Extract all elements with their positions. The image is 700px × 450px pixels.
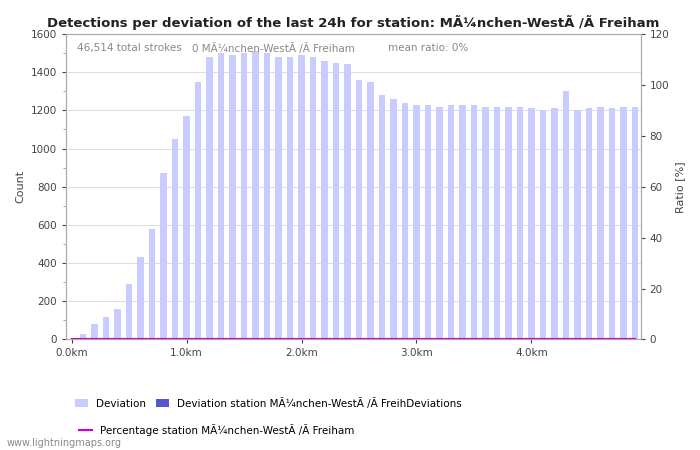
Bar <box>482 107 489 339</box>
Bar <box>195 82 201 339</box>
Bar <box>183 116 190 339</box>
Bar <box>230 55 236 339</box>
Bar <box>586 108 592 339</box>
Bar <box>149 229 155 339</box>
Bar <box>425 104 431 339</box>
Text: mean ratio: 0%: mean ratio: 0% <box>388 43 468 53</box>
Title: Detections per deviation of the last 24h for station: MÃ¼nchen-WestÃ /Ã Freiham: Detections per deviation of the last 24h… <box>47 15 659 30</box>
Text: www.lightningmaps.org: www.lightningmaps.org <box>7 438 122 448</box>
Bar <box>540 110 546 339</box>
Text: 46,514 total strokes: 46,514 total strokes <box>77 43 182 53</box>
Bar <box>160 173 167 339</box>
Text: 0 MÃ¼nchen-WestÃ /Ã Freiham: 0 MÃ¼nchen-WestÃ /Ã Freiham <box>193 43 355 54</box>
Legend: Percentage station MÃ¼nchen-WestÃ /Ã Freiham: Percentage station MÃ¼nchen-WestÃ /Ã Fre… <box>75 420 358 440</box>
Bar <box>436 107 442 339</box>
Bar <box>494 107 500 339</box>
Bar <box>597 107 603 339</box>
Bar <box>391 99 397 339</box>
Bar <box>563 91 569 339</box>
Bar <box>517 107 523 339</box>
Bar <box>620 107 626 339</box>
Bar <box>69 338 75 339</box>
Bar <box>172 139 178 339</box>
Bar <box>609 108 615 339</box>
Bar <box>552 108 558 339</box>
Bar <box>287 57 293 339</box>
Bar <box>368 82 374 339</box>
Bar <box>505 107 512 339</box>
Bar <box>275 57 281 339</box>
Bar <box>379 95 385 339</box>
Bar <box>80 334 86 339</box>
Bar <box>356 80 362 339</box>
Bar <box>574 110 580 339</box>
Bar <box>103 316 109 339</box>
Bar <box>310 57 316 339</box>
Bar <box>218 53 224 339</box>
Bar <box>137 257 144 339</box>
Legend: Deviation, Deviation station MÃ¼nchen-WestÃ /Ã FreihDeviations: Deviation, Deviation station MÃ¼nchen-We… <box>75 398 462 409</box>
Bar <box>298 55 304 339</box>
Bar <box>471 104 477 339</box>
Bar <box>126 284 132 339</box>
Bar <box>448 104 454 339</box>
Bar <box>264 53 270 339</box>
Bar <box>92 324 98 339</box>
Bar <box>241 53 247 339</box>
Bar <box>206 57 213 339</box>
Y-axis label: Ratio [%]: Ratio [%] <box>675 161 685 212</box>
Y-axis label: Count: Count <box>15 170 25 203</box>
Bar <box>413 104 419 339</box>
Bar <box>321 61 328 339</box>
Bar <box>632 108 638 339</box>
Bar <box>344 64 351 339</box>
Bar <box>253 51 259 339</box>
Bar <box>459 104 466 339</box>
Bar <box>402 103 408 339</box>
Bar <box>114 309 120 339</box>
Bar <box>528 108 535 339</box>
Bar <box>332 63 340 339</box>
